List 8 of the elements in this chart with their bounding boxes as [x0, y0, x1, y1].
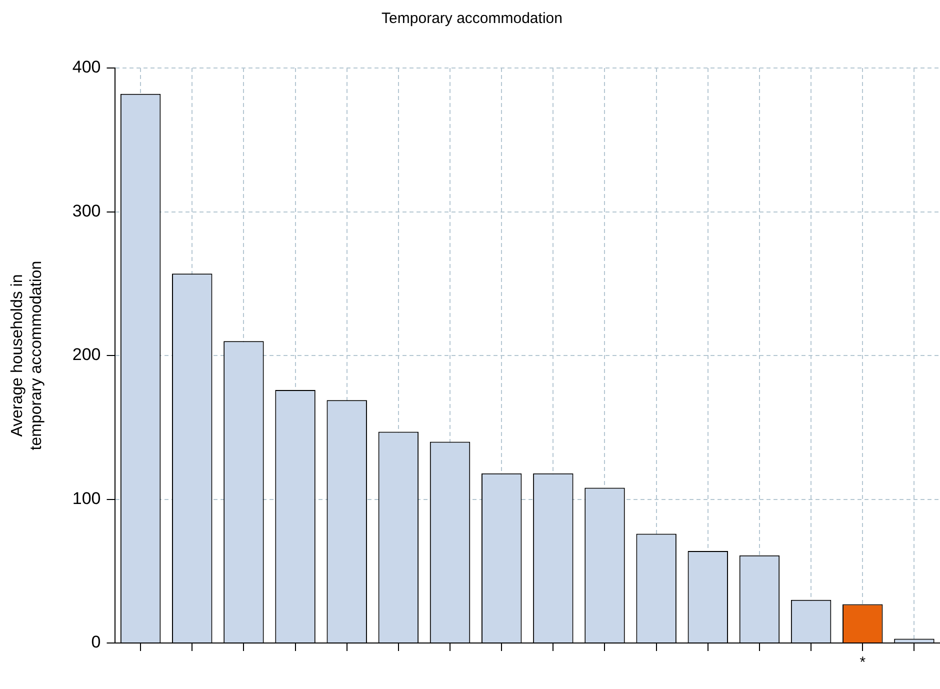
y-tick-label: 300: [72, 201, 101, 220]
y-tick-label: 200: [72, 345, 101, 364]
y-tick-label: 100: [72, 488, 101, 508]
chart-title: Temporary accommodation: [382, 10, 562, 28]
y-axis-title: Average households in temporary accommodation: [9, 260, 46, 450]
y-tick-label: 400: [72, 58, 101, 77]
y-tick-label: 0: [91, 632, 101, 652]
x-tick-label: *: [860, 654, 866, 672]
